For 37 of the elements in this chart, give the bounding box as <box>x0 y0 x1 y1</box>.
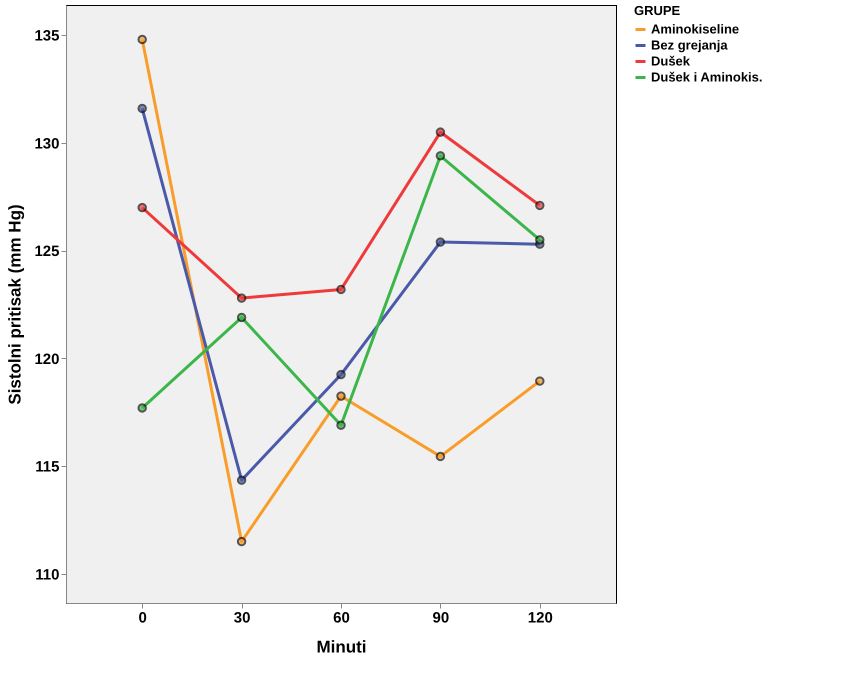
point <box>336 370 346 380</box>
legend-label: Dušek <box>651 54 691 68</box>
x-tick-label: 30 <box>234 610 250 626</box>
point <box>137 34 147 44</box>
point <box>436 151 446 161</box>
legend-label: Aminokiseline <box>651 22 740 36</box>
y-tick-label: 110 <box>35 566 60 584</box>
y-tick-label: 120 <box>34 350 60 368</box>
x-tick-label: 60 <box>333 610 350 626</box>
point <box>236 536 246 546</box>
y-tick-label: 115 <box>35 458 60 476</box>
point <box>137 202 147 212</box>
y-axis-title: Sistolni pritisak (mm Hg) <box>5 204 24 405</box>
point <box>535 200 545 210</box>
legend-label: Bez grejanja <box>651 38 728 52</box>
point <box>535 235 545 245</box>
point <box>336 284 346 294</box>
point <box>535 376 545 386</box>
point <box>137 104 147 114</box>
legend-title: GRUPE <box>634 3 681 18</box>
y-tick-label: 125 <box>34 243 60 260</box>
point <box>436 127 446 137</box>
point <box>137 403 147 413</box>
y-tick-label: 130 <box>34 135 60 152</box>
x-tick-label: 0 <box>138 610 147 626</box>
point <box>436 237 446 247</box>
y-tick-label: 135 <box>34 28 60 45</box>
x-axis-title: Minuti <box>316 638 367 656</box>
point <box>236 475 246 485</box>
legend-label: Dušek i Aminokis. <box>651 70 762 84</box>
point <box>336 391 346 401</box>
point <box>336 420 346 430</box>
point <box>236 312 246 322</box>
point <box>436 452 446 462</box>
point <box>236 293 246 303</box>
x-tick-label: 120 <box>528 610 553 626</box>
x-tick-label: 90 <box>432 610 450 626</box>
